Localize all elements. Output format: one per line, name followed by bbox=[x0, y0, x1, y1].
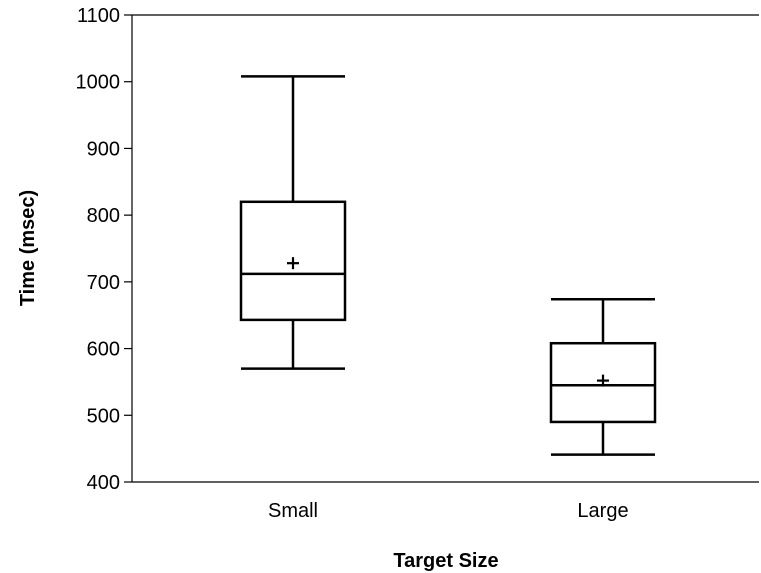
y-tick-label: 500 bbox=[87, 405, 120, 427]
y-tick-label: 400 bbox=[87, 472, 120, 494]
box-iqr bbox=[549, 341, 657, 424]
plot-frame bbox=[131, 14, 759, 483]
x-axis-categories: Small Large bbox=[268, 500, 629, 522]
y-tick-label: 900 bbox=[87, 138, 120, 160]
y-tick-label: 700 bbox=[87, 272, 120, 294]
box-large bbox=[549, 297, 657, 456]
y-axis-ticks: 400 500 600 700 800 900 1000 1100 bbox=[76, 5, 132, 494]
y-tick-label: 1100 bbox=[77, 5, 120, 27]
y-tick-label: 1000 bbox=[76, 72, 121, 94]
y-tick-label: 600 bbox=[87, 339, 120, 361]
box-series bbox=[239, 75, 657, 456]
x-axis-title: Target Size bbox=[393, 550, 498, 572]
box-small bbox=[239, 75, 347, 370]
y-axis-title: Time (msec) bbox=[17, 190, 39, 306]
y-tick-label: 800 bbox=[87, 205, 120, 227]
x-category-label: Large bbox=[577, 500, 628, 522]
x-category-label: Small bbox=[268, 500, 318, 522]
